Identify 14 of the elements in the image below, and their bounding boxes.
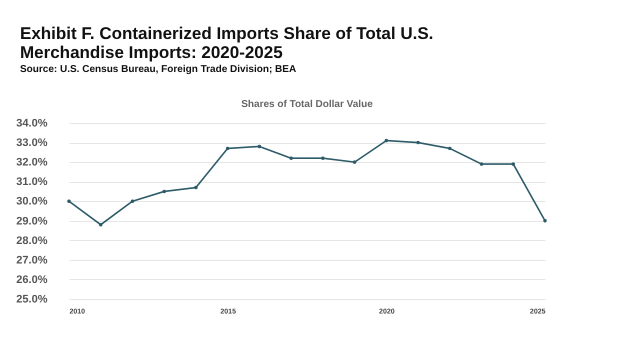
y-tick-label: 25.0%	[16, 294, 48, 306]
y-tick-label: 34.0%	[16, 118, 48, 130]
line-series	[67, 138, 547, 226]
source-note: Source: U.S. Census Bureau, Foreign Trade Division; BEA	[20, 64, 296, 75]
chart-title: Exhibit F. Containerized Imports Share of Total U.S. Merchandise Imports: 2020-2025	[20, 24, 434, 62]
y-tick-label: 29.0%	[16, 215, 48, 228]
y-tick-label: 27.0%	[16, 254, 48, 266]
y-tick-label: 28.0%	[16, 234, 48, 247]
y-tick-label: 31.0%	[16, 176, 48, 188]
y-tick-label: 33.0%	[16, 137, 48, 150]
y-tick-label: 32.0%	[16, 156, 48, 169]
y-tick-label: 30.0%	[16, 196, 48, 208]
chart-subtitle: Shares of Total Dollar Value	[241, 99, 374, 110]
y-tick-label: 26.0%	[16, 274, 48, 286]
